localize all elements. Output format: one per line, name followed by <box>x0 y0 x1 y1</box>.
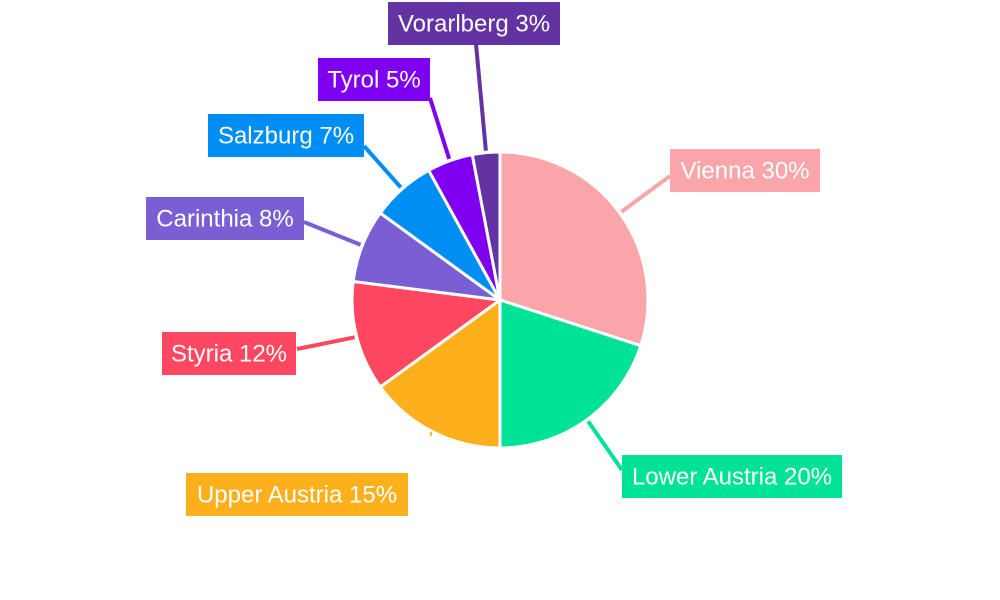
data-label-box <box>670 149 820 192</box>
data-label-text: Styria 12% <box>171 341 287 368</box>
pie-slice-lower-austria[interactable] <box>498 297 643 450</box>
leader-line-styria <box>296 335 356 351</box>
data-label-box <box>388 2 560 45</box>
leader-line-vienna <box>620 174 672 214</box>
data-label-tyrol: Tyrol 5% <box>318 58 430 101</box>
data-label-box <box>146 197 304 240</box>
data-label-vienna: Vienna 30% <box>670 149 820 192</box>
data-label-box <box>622 455 842 498</box>
data-label-text: Upper Austria 15% <box>197 482 397 509</box>
data-label-text: Tyrol 5% <box>327 67 420 94</box>
data-label-text: Carinthia 8% <box>156 206 293 233</box>
data-label-text: Vorarlberg 3% <box>398 11 550 38</box>
leader-line-vorarlberg <box>474 43 488 151</box>
data-label-vorarlberg: Vorarlberg 3% <box>388 2 560 45</box>
data-label-box <box>162 332 296 375</box>
pie-slice-styria[interactable] <box>350 279 504 390</box>
leader-line-salzburg <box>362 144 403 189</box>
data-label-text: Vienna 30% <box>681 158 810 185</box>
leader-line-tyrol <box>428 97 452 160</box>
data-label-text: Salzburg 7% <box>218 123 354 150</box>
pie-slice-upper-austria[interactable] <box>378 297 502 450</box>
pie-slice-vorarlberg[interactable] <box>470 150 502 301</box>
data-label-lower-austria: Lower Austria 20% <box>622 455 842 498</box>
data-label-text: Lower Austria 20% <box>632 464 832 491</box>
data-label-box <box>186 473 408 516</box>
labels-layer: Vienna 30% Lower Austria 20% Upper Austria… <box>146 2 842 516</box>
slices-layer <box>350 150 650 450</box>
data-label-carinthia: Carinthia 8% <box>146 197 304 240</box>
pie-slice-vienna[interactable] <box>498 150 650 348</box>
data-label-salzburg: Salzburg 7% <box>208 114 364 157</box>
leaders-layer <box>296 43 672 472</box>
leader-line-carinthia <box>303 220 362 247</box>
data-label-styria: Styria 12% <box>162 332 296 375</box>
leader-line-lower-austria <box>586 420 624 472</box>
data-label-box <box>208 114 364 157</box>
data-label-upper-austria: Upper Austria 15% <box>186 473 408 516</box>
data-label-box <box>318 58 430 101</box>
